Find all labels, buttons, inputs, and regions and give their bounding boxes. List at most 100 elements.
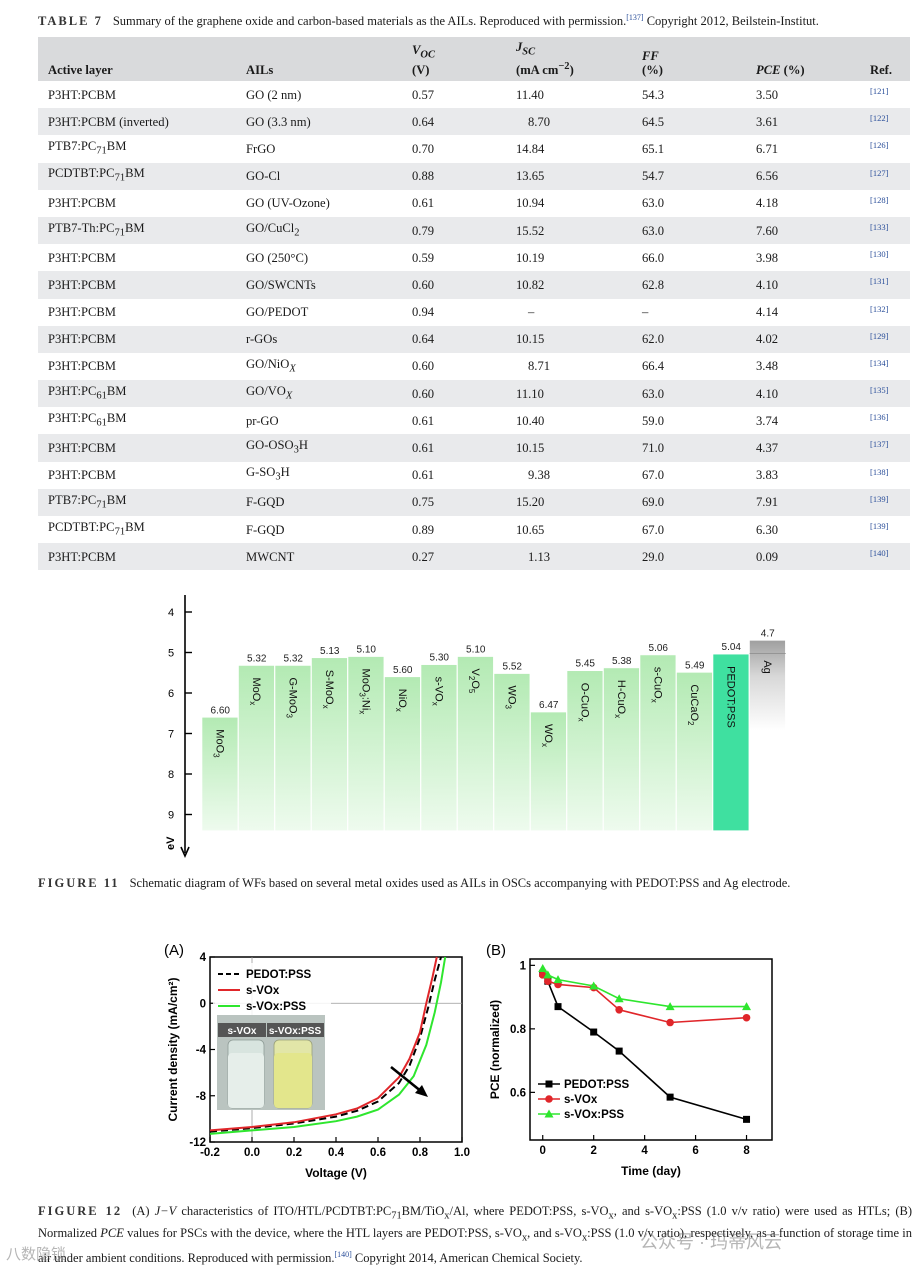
f12-c-p3: BM/TiO bbox=[401, 1204, 445, 1218]
cell-ref[interactable]: [129] bbox=[860, 325, 910, 353]
fig12b-point-pedotpss bbox=[666, 1093, 674, 1101]
cell-ff: – bbox=[642, 305, 649, 320]
fig12a-legend-label: s-VOx:PSS bbox=[246, 1001, 306, 1013]
cell-jsc: – bbox=[528, 305, 535, 320]
cell-ail: GO/VOX bbox=[236, 380, 402, 408]
f12-c-jv: J−V bbox=[154, 1204, 177, 1218]
cell-voc: 0.27 bbox=[402, 543, 506, 571]
fig11-value-label: 5.13 bbox=[320, 646, 340, 657]
fig11-category-label: V2O5 bbox=[467, 669, 481, 694]
f12-c-p6: :PSS (1.0 v/v ratio) were used as HTLs; … bbox=[38, 1204, 912, 1240]
voc-sub: OC bbox=[420, 50, 435, 61]
cell-ref[interactable]: [135] bbox=[860, 380, 910, 408]
f12-c-ref[interactable]: [140] bbox=[334, 1250, 352, 1259]
cell-voc: 0.61 bbox=[402, 434, 506, 462]
cell-ref[interactable]: [139] bbox=[860, 488, 910, 516]
fig12b-point-svox bbox=[666, 1018, 674, 1027]
fig11-bar-moo3nix bbox=[347, 656, 385, 831]
cell-ff: 54.7 bbox=[632, 162, 746, 190]
fig11-ytick-label: 4 bbox=[168, 607, 174, 619]
cell-ref[interactable]: [134] bbox=[870, 357, 889, 368]
f12-c-p10: Copyright 2014, American Chemical Societ… bbox=[351, 1251, 583, 1266]
cell-ref[interactable]: [139] bbox=[870, 521, 889, 531]
cell-ref[interactable]: [127] bbox=[860, 162, 910, 190]
fig12b-point-pedotpss bbox=[590, 1028, 598, 1036]
cell-ref[interactable]: [132] bbox=[870, 303, 889, 314]
vial-label-left-bg bbox=[218, 1023, 266, 1037]
f12-c-p4sub: x bbox=[608, 1210, 614, 1222]
f12-c-pce: PCE bbox=[100, 1225, 124, 1240]
fig11-value-label: 5.30 bbox=[430, 653, 450, 664]
fig12a-legend-label: s-VOx bbox=[246, 985, 280, 997]
fig12a-ylabel: Current density (mA/cm²) bbox=[166, 977, 180, 1121]
table-row: P3HT:PCBM GO (UV-Ozone) 0.61 10.94 63.0 4.18 [… bbox=[38, 190, 910, 217]
fig12b-point-svox bbox=[615, 1006, 623, 1014]
fig12a-series-svoxpss bbox=[209, 956, 447, 1135]
cell-ref[interactable]: [122] bbox=[860, 108, 910, 136]
cell-ref[interactable]: [130] bbox=[870, 249, 889, 260]
cell-voc: 0.61 bbox=[412, 468, 435, 483]
fig11-bar-ag bbox=[749, 640, 786, 731]
cell-ff: 59.0 bbox=[642, 413, 665, 428]
cell-ref[interactable]: [140] bbox=[860, 543, 910, 571]
cell-ref[interactable]: [138] bbox=[870, 466, 889, 477]
fig11-axis-arrow bbox=[180, 846, 190, 858]
table-row: P3HT:PC61BM pr-GO 0.61 10.40 59.0 3.74 [136] bbox=[38, 407, 910, 434]
cell-ref[interactable]: [131] bbox=[860, 271, 910, 299]
cell-ref[interactable]: [126] bbox=[870, 140, 889, 151]
table7-caption: TABLE 7 Summary of the graphene oxide and… bbox=[38, 9, 918, 30]
fig11-value-label: 5.32 bbox=[284, 653, 304, 664]
fig11-bar-moo3 bbox=[201, 717, 239, 832]
fig11-category-label: MoOx bbox=[248, 677, 262, 705]
table-row: P3HT:PCBM GO-OSO3H 0.61 10.15 71.0 4.37 [137] bbox=[38, 434, 910, 462]
vial-left-liquid bbox=[228, 1053, 264, 1108]
cell-active-layer: P3HT:PCBM bbox=[38, 543, 236, 571]
table-row: P3HT:PCBM GO (250°C) 0.59 10.19 66.0 3.98 [130… bbox=[38, 244, 910, 271]
cell-jsc: 8.70 bbox=[506, 108, 632, 136]
cell-active-layer: P3HT:PCBM bbox=[48, 196, 116, 211]
cell-jsc: 10.15 bbox=[506, 434, 632, 462]
table7-header-row: Active layer AILs VOC (V) JSC (mA cm−2) FF… bbox=[38, 37, 910, 81]
figure12b-pce-chart: (B) 0 2 4 6 8 1 0.8 0.6 Time (day) PCE (normalize… bbox=[486, 942, 773, 1178]
fig11-bar-hcuox bbox=[603, 667, 640, 831]
fig11-category-label: MoO3 bbox=[211, 729, 225, 758]
fig11-category-label: s-CuOx bbox=[649, 667, 663, 703]
table7-body: P3HT:PCBM GO (2 nm) 0.57 11.40 54.3 3.50 [121]… bbox=[38, 81, 910, 571]
cell-active-layer: PTB7-Th:PC71BM bbox=[38, 216, 236, 245]
fig11-category-label: O-CuOx bbox=[576, 683, 590, 722]
cell-active-layer: P3HT:PCBM bbox=[48, 468, 116, 483]
cell-jsc: 1.13 bbox=[506, 543, 632, 571]
cell-voc: 0.64 bbox=[402, 325, 506, 353]
fig12a-xtick-label: 1.0 bbox=[454, 1147, 470, 1159]
fig12a-legend-label: PEDOT:PSS bbox=[246, 969, 312, 981]
cell-jsc: 11.10 bbox=[506, 380, 632, 408]
cell-ref[interactable]: [136] bbox=[870, 412, 889, 423]
fig12b-xtick-label: 8 bbox=[743, 1145, 750, 1157]
table7-caption-ref[interactable]: [137] bbox=[626, 13, 644, 22]
fig12b-point-svoxpss bbox=[665, 1002, 675, 1011]
cell-ref[interactable]: [137] bbox=[860, 434, 910, 462]
fig11-value-label: 4.7 bbox=[761, 628, 775, 639]
cell-ref[interactable]: [128] bbox=[870, 194, 889, 205]
f12-c-p5sub: x bbox=[672, 1210, 678, 1222]
fig12b-point-svoxpss bbox=[553, 975, 563, 984]
fig12b-legend-label: s-VOx:PSS bbox=[564, 1109, 624, 1121]
figure12-caption: FIGURE 12 (A) J−V characteristics of ITO/… bbox=[38, 1203, 912, 1267]
cell-active-layer: PTB7:PC71BM bbox=[48, 139, 127, 157]
fig12b-ytick-label: 1 bbox=[520, 960, 527, 972]
cell-ref[interactable]: [121] bbox=[870, 86, 889, 96]
cell-ff: 63.0 bbox=[632, 216, 746, 245]
cell-voc: 0.94 bbox=[412, 305, 435, 320]
fig11-bar-cucao2 bbox=[676, 672, 713, 831]
cell-voc: 0.70 bbox=[412, 141, 435, 156]
fig12a-series-pedotpss bbox=[209, 956, 442, 1133]
cell-pce: 3.50 bbox=[756, 87, 779, 102]
fig12b-point-svox bbox=[544, 977, 552, 986]
fig11-ytick-label: 7 bbox=[168, 729, 174, 741]
f12-c-p4: /Al, where PEDOT:PSS, s-VO bbox=[449, 1204, 609, 1218]
f12-c-p2: characteristics of ITO/HTL/PCDTBT:PC bbox=[176, 1204, 392, 1218]
fig11-value-label: 5.10 bbox=[357, 645, 377, 656]
cell-ref[interactable]: [133] bbox=[860, 216, 910, 245]
cell-ff: 65.1 bbox=[642, 141, 665, 156]
cell-pce: 3.98 bbox=[756, 250, 779, 265]
